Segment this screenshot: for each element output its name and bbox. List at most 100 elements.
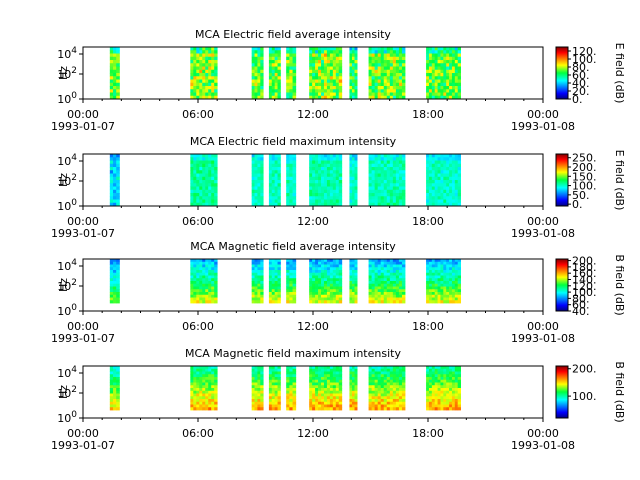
intensity-cell [289, 79, 293, 84]
intensity-cell [277, 278, 281, 282]
intensity-cell [254, 407, 258, 411]
intensity-cell [116, 379, 120, 383]
intensity-cell [446, 379, 450, 383]
intensity-cell [354, 292, 358, 296]
colorbar-tick-label: 0. [572, 198, 583, 211]
intensity-cell [315, 56, 319, 61]
intensity-cell [351, 261, 355, 265]
intensity-cell [260, 163, 264, 168]
intensity-cell [426, 292, 430, 296]
intensity-cell [395, 79, 400, 84]
intensity-cell [193, 199, 197, 204]
intensity-cell [368, 278, 373, 282]
intensity-cell [315, 275, 319, 279]
intensity-cell [251, 193, 255, 197]
intensity-cell [315, 167, 319, 171]
intensity-cell [389, 286, 394, 290]
intensity-cell [351, 379, 355, 383]
intensity-cell [268, 388, 273, 392]
intensity-cell [260, 259, 264, 263]
intensity-cell [271, 189, 276, 194]
intensity-cell [113, 377, 117, 381]
intensity-cell [454, 47, 459, 51]
intensity-cell [354, 50, 358, 54]
spectrogram-panel-4: MCA Magnetic field maximum intensityHz10… [51, 347, 626, 452]
intensity-cell [434, 377, 438, 381]
intensity-cell [190, 270, 194, 274]
intensity-cell [392, 286, 397, 290]
intensity-cell [113, 283, 117, 287]
intensity-cell [457, 379, 461, 383]
intensity-cell [257, 76, 261, 80]
intensity-cell [214, 366, 218, 370]
intensity-cell [437, 275, 441, 279]
data-block [309, 154, 343, 207]
intensity-cell [437, 264, 441, 268]
intensity-cell [289, 401, 293, 405]
intensity-cell [428, 76, 433, 80]
intensity-cell [349, 264, 353, 268]
intensity-cell [292, 183, 297, 187]
intensity-cell [323, 92, 328, 97]
intensity-cell [389, 66, 394, 71]
intensity-cell [113, 193, 117, 197]
intensity-cell [257, 173, 261, 178]
intensity-cell [309, 92, 313, 97]
intensity-cell [443, 63, 447, 67]
intensity-cell [315, 278, 319, 282]
intensity-cell [268, 281, 273, 285]
intensity-cell [440, 399, 444, 403]
intensity-cell [271, 399, 276, 403]
intensity-cell [332, 89, 337, 93]
intensity-cell [254, 66, 258, 71]
intensity-cell [318, 401, 322, 405]
intensity-cell [309, 272, 313, 276]
intensity-cell [271, 385, 276, 389]
intensity-cell [202, 374, 206, 378]
intensity-cell [392, 86, 397, 90]
intensity-cell [274, 92, 278, 97]
intensity-cell [457, 199, 461, 204]
intensity-cell [398, 393, 403, 397]
intensity-cell [386, 300, 391, 304]
intensity-cell [205, 368, 209, 372]
intensity-cell [434, 73, 438, 77]
intensity-cell [451, 270, 456, 274]
intensity-cell [426, 157, 430, 161]
intensity-cell [428, 300, 433, 304]
intensity-cell [383, 289, 388, 293]
intensity-cell [454, 176, 459, 181]
intensity-cell [446, 371, 450, 375]
intensity-cell [377, 399, 382, 403]
intensity-cell [431, 272, 436, 276]
intensity-cell [395, 278, 400, 282]
intensity-cell [289, 368, 293, 372]
intensity-cell [332, 183, 337, 187]
intensity-cell [113, 382, 117, 386]
intensity-cell [268, 377, 273, 381]
intensity-cell [113, 66, 117, 71]
intensity-cell [426, 261, 430, 265]
intensity-cell [440, 294, 444, 298]
intensity-cell [113, 267, 117, 271]
intensity-cell [351, 286, 355, 290]
intensity-cell [286, 66, 290, 71]
intensity-cell [428, 167, 433, 171]
intensity-cell [386, 173, 391, 178]
intensity-cell [193, 286, 197, 290]
intensity-cell [318, 379, 322, 383]
intensity-cell [338, 66, 343, 71]
intensity-cell [208, 371, 212, 375]
intensity-cell [271, 393, 276, 397]
intensity-cell [338, 292, 343, 296]
intensity-cell [383, 393, 388, 397]
intensity-cell [454, 69, 459, 74]
intensity-cell [389, 401, 394, 405]
intensity-cell [457, 366, 461, 370]
intensity-cell [309, 167, 313, 171]
intensity-cell [457, 60, 461, 64]
intensity-cell [251, 60, 255, 64]
intensity-cell [318, 278, 322, 282]
intensity-cell [202, 377, 206, 381]
intensity-cell [449, 176, 453, 181]
